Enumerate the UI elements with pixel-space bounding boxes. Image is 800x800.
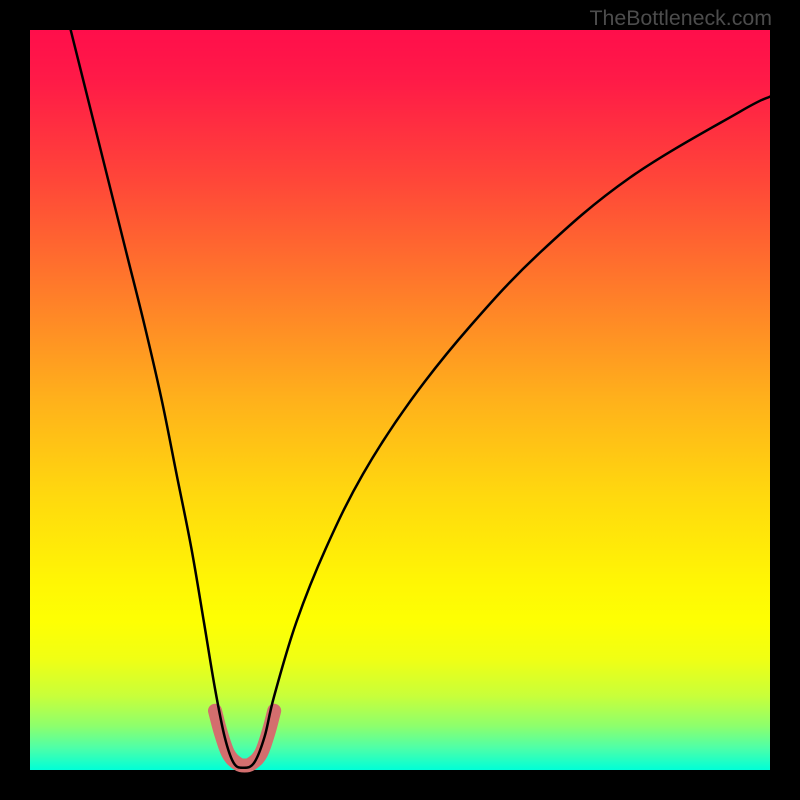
watermark-text: TheBottleneck.com <box>589 6 772 31</box>
chart-container: TheBottleneck.com <box>0 0 800 800</box>
curves-layer <box>30 30 770 770</box>
bottleneck-curve <box>71 30 770 768</box>
plot-area <box>30 30 770 770</box>
